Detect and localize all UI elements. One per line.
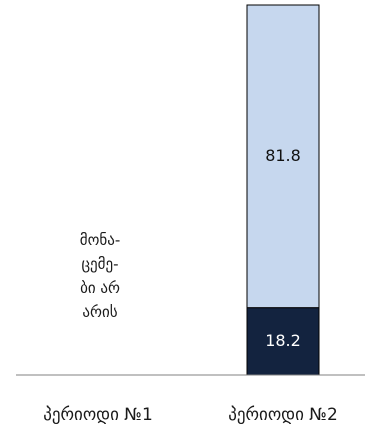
bars-layer: 18.2 81.8 [246,4,320,376]
data-label-2-2: 81.8 [265,146,301,165]
bar-segment-2-1 [246,307,320,376]
no-data-line-1: მონა- [79,231,121,249]
category-labels: პერიოდი №1 პერიოდი №2 [43,405,338,425]
no-data-line-4: არის [82,303,118,321]
category-label-1: პერიოდი №1 [43,405,153,425]
no-data-line-2: ცემე- [81,255,119,273]
data-label-2-1: 18.2 [265,331,301,350]
category-label-2: პერიოდი №2 [228,405,338,425]
bar-segment-2-2 [246,4,320,309]
no-data-annotation: მონა- ცემე- ბი არ არის [55,228,145,324]
no-data-line-3: ბი არ [80,279,120,297]
